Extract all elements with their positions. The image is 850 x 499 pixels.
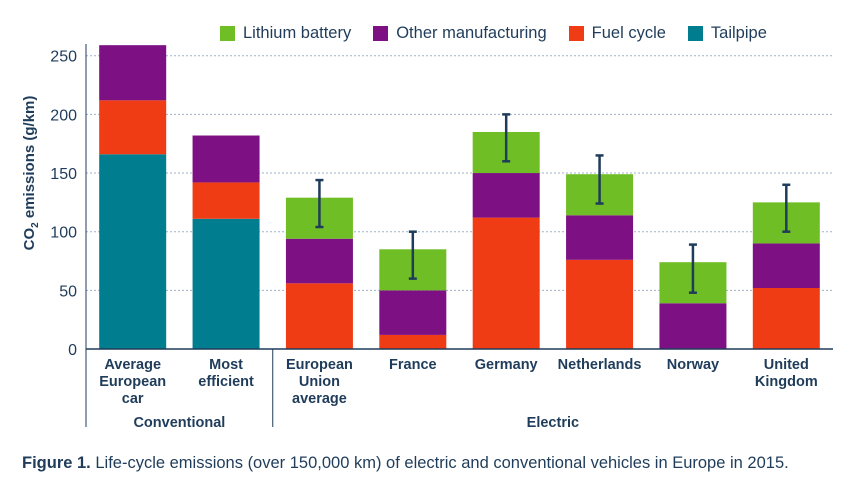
- x-tick-label: Norway: [667, 357, 719, 373]
- x-tick-label: France: [389, 357, 437, 373]
- legend-swatch: [687, 26, 703, 41]
- legend-item: Tailpipe: [687, 24, 767, 43]
- figure-caption: Figure 1. Life-cycle emissions (over 150…: [22, 452, 832, 475]
- x-tick-label: United Kingdom: [755, 357, 818, 390]
- legend-swatch: [220, 26, 235, 41]
- bar-segment: [379, 290, 447, 335]
- y-tick-label: 100: [50, 225, 77, 242]
- bar-segment: [192, 218, 260, 349]
- bar-segment: [285, 238, 353, 284]
- legend-item: Lithium battery: [220, 24, 351, 43]
- legend-swatch: [568, 26, 584, 41]
- y-tick-label: 250: [50, 49, 77, 66]
- y-tick-label: 200: [50, 107, 77, 124]
- bar-segment: [192, 135, 260, 183]
- bar-segment: [752, 243, 820, 288]
- bar-segment: [566, 215, 634, 260]
- bar-segment: [752, 288, 820, 349]
- bar-segment: [472, 173, 540, 218]
- x-tick-label: Netherlands: [558, 357, 642, 373]
- y-tick-label: 150: [50, 166, 77, 183]
- legend-label: Tailpipe: [710, 24, 767, 42]
- chart-legend: Lithium battery Other manufacturing Fuel c…: [220, 24, 767, 43]
- bar-segment: [659, 303, 727, 349]
- bar-segment: [192, 182, 260, 219]
- bar-segment: [379, 334, 447, 349]
- bar-segment: [99, 100, 167, 155]
- x-tick-label: Most efficient: [198, 357, 254, 390]
- group-label: Conventional: [133, 415, 225, 431]
- caption-label: Figure 1.: [22, 454, 91, 472]
- legend-label: Fuel cycle: [591, 24, 666, 42]
- legend-label: Lithium battery: [243, 24, 352, 42]
- bar-segment: [99, 154, 167, 349]
- legend-item: Fuel cycle: [568, 24, 666, 43]
- legend-item: Other manufacturing: [373, 24, 547, 43]
- bar-segment: [99, 45, 167, 101]
- stacked-bar-chart: 0 50 100 150 200 250 Average European car Most eff…: [50, 44, 833, 431]
- legend-label: Other manufacturing: [396, 24, 547, 42]
- bar-segment: [285, 283, 353, 349]
- y-tick-label: 50: [59, 283, 77, 300]
- bar-segment: [472, 217, 540, 349]
- legend-swatch: [373, 26, 389, 41]
- y-tick-label: 0: [68, 342, 77, 359]
- x-tick-label: Average European car: [99, 357, 166, 407]
- bar-segment: [566, 259, 634, 349]
- x-tick-label: European Union average: [286, 357, 353, 407]
- caption-text: Life-cycle emissions (over 150,000 km) o…: [90, 454, 789, 472]
- group-label: Electric: [527, 415, 579, 431]
- x-tick-label: Germany: [475, 357, 538, 373]
